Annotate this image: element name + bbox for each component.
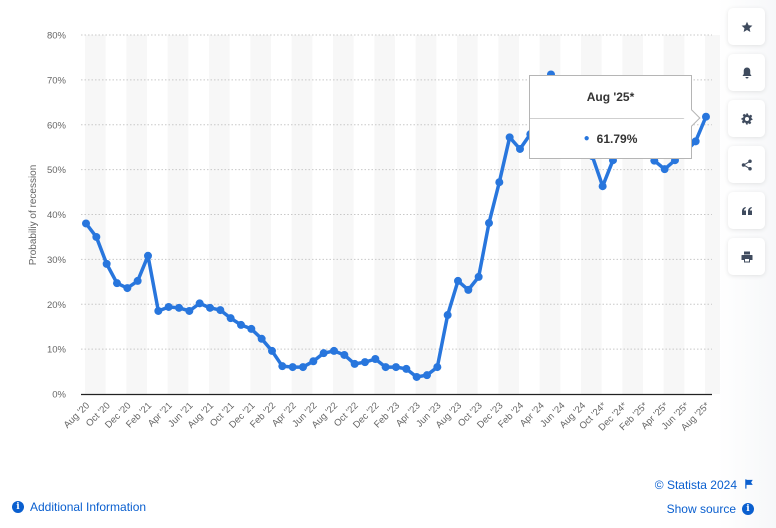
- data-point[interactable]: [598, 182, 607, 191]
- gear-icon: [741, 113, 752, 124]
- data-point[interactable]: [112, 279, 121, 288]
- data-point[interactable]: [319, 349, 328, 358]
- data-point[interactable]: [329, 346, 338, 355]
- chart-area: 0% 10% 20% 30% 40% 50% 60% 70% 80% Probabiliy of …: [28, 30, 713, 434]
- copyright-text: © Statista 2024: [654, 478, 737, 492]
- flag-icon[interactable]: [744, 478, 754, 492]
- data-point[interactable]: [257, 334, 266, 343]
- data-point[interactable]: [453, 276, 462, 285]
- share-button[interactable]: [728, 146, 765, 183]
- line-chart: 0% 10% 20% 30% 40% 50% 60% 70% 80% Probabiliy of …: [28, 30, 713, 434]
- data-point[interactable]: [360, 358, 369, 367]
- tooltip-value: 61.79%: [596, 131, 638, 146]
- data-point[interactable]: [123, 284, 132, 293]
- chart-tooltip: Aug '25* ● 61.79%: [529, 75, 701, 159]
- data-point[interactable]: [691, 137, 700, 146]
- data-point[interactable]: [495, 178, 504, 187]
- data-point[interactable]: [236, 320, 245, 329]
- info-icon: i: [742, 503, 754, 515]
- settings-button[interactable]: [728, 100, 765, 137]
- data-point[interactable]: [340, 350, 349, 359]
- side-toolbar: [728, 8, 766, 284]
- data-point[interactable]: [298, 363, 307, 372]
- data-point[interactable]: [474, 272, 483, 281]
- info-icon: i: [12, 501, 24, 513]
- share-icon: [741, 159, 752, 170]
- cite-button[interactable]: [728, 192, 765, 229]
- y-tick-label: 60%: [47, 120, 67, 131]
- data-point[interactable]: [309, 357, 318, 366]
- data-point[interactable]: [660, 165, 669, 174]
- data-point[interactable]: [216, 306, 225, 315]
- series-dot-icon: ●: [583, 133, 590, 144]
- data-point[interactable]: [350, 359, 359, 368]
- data-point[interactable]: [195, 299, 204, 308]
- y-tick-label: 50%: [47, 165, 67, 176]
- data-point[interactable]: [505, 133, 514, 142]
- data-point[interactable]: [133, 276, 142, 285]
- star-icon: [741, 21, 752, 32]
- data-point[interactable]: [185, 306, 194, 315]
- data-point[interactable]: [443, 311, 452, 320]
- copyright-notice: © Statista 2024: [655, 478, 754, 492]
- notification-button[interactable]: [728, 54, 765, 91]
- quote-icon: [741, 206, 752, 215]
- y-tick-label: 20%: [47, 300, 67, 311]
- data-point[interactable]: [102, 259, 111, 268]
- data-point[interactable]: [371, 354, 380, 363]
- column-stripe: [374, 35, 395, 394]
- data-point[interactable]: [205, 303, 214, 312]
- column-stripe: [415, 35, 437, 394]
- data-point[interactable]: [288, 363, 297, 372]
- y-tick-label: 30%: [47, 255, 67, 266]
- show-source-label: Show source: [666, 502, 736, 516]
- y-tick-label: 40%: [47, 210, 67, 221]
- data-point[interactable]: [701, 112, 710, 121]
- data-point[interactable]: [267, 346, 276, 355]
- print-icon: [741, 251, 752, 262]
- data-point[interactable]: [247, 324, 256, 333]
- data-point[interactable]: [515, 144, 524, 153]
- y-tick-label: 0%: [52, 390, 66, 401]
- column-stripe: [208, 35, 230, 394]
- additional-information-link[interactable]: i Additional Information: [12, 500, 146, 514]
- data-point[interactable]: [381, 363, 390, 372]
- y-tick-label: 80%: [47, 31, 67, 42]
- show-source-link[interactable]: Show source i: [667, 502, 754, 516]
- data-point[interactable]: [92, 232, 101, 241]
- data-point[interactable]: [412, 372, 421, 381]
- y-tick-label: 10%: [47, 345, 67, 356]
- favorite-button[interactable]: [728, 8, 765, 45]
- data-point[interactable]: [433, 363, 442, 372]
- data-point[interactable]: [484, 219, 493, 228]
- y-axis-label: Probabiliy of recession: [28, 165, 39, 266]
- y-tick-label: 70%: [47, 75, 67, 86]
- data-point[interactable]: [422, 371, 431, 380]
- data-point[interactable]: [278, 362, 287, 371]
- column-stripe: [126, 35, 147, 394]
- additional-information-label: Additional Information: [30, 500, 147, 514]
- data-point[interactable]: [226, 314, 235, 323]
- data-point[interactable]: [143, 251, 152, 260]
- data-point[interactable]: [82, 219, 90, 228]
- data-point[interactable]: [174, 303, 183, 312]
- print-button[interactable]: [728, 238, 765, 275]
- data-point[interactable]: [164, 302, 173, 311]
- data-point[interactable]: [464, 285, 473, 294]
- bell-icon: [742, 67, 751, 78]
- tooltip-value-row: ● 61.79%: [530, 119, 691, 158]
- tooltip-label: Aug '25*: [530, 76, 691, 119]
- column-stripe: [167, 35, 189, 394]
- data-point[interactable]: [154, 306, 163, 315]
- data-point[interactable]: [391, 363, 400, 372]
- data-point[interactable]: [402, 364, 411, 373]
